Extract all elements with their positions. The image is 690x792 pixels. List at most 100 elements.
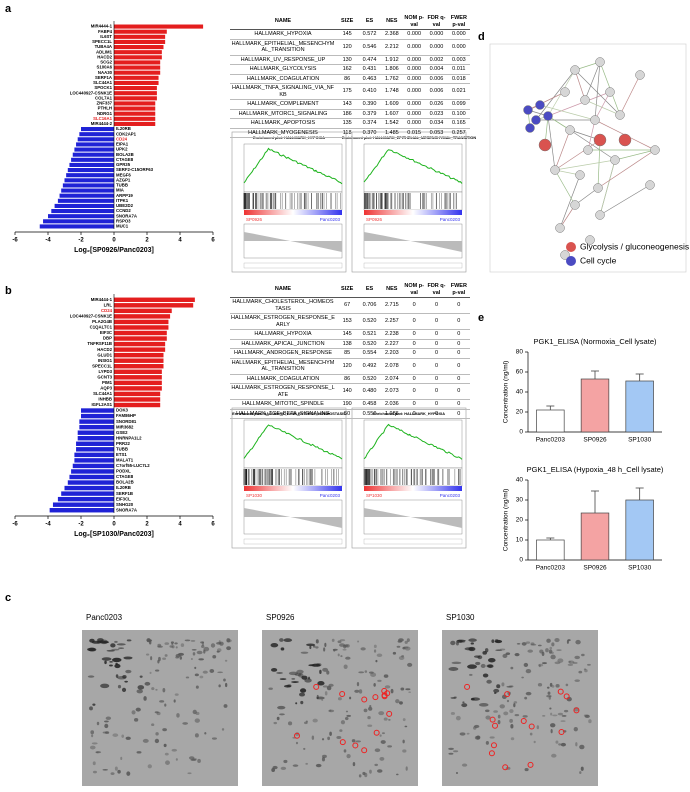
gel-spot bbox=[549, 682, 553, 687]
gel-spot bbox=[154, 738, 160, 744]
spot-marker bbox=[381, 692, 388, 699]
gel-spot bbox=[123, 656, 133, 660]
table-cell: 0.000 bbox=[402, 64, 426, 75]
column-header: FDR q-val bbox=[425, 282, 448, 298]
table-cell: 1.485 bbox=[380, 128, 403, 138]
gel-spot bbox=[283, 759, 288, 764]
gel-spot bbox=[136, 689, 143, 694]
gel-spot bbox=[197, 758, 201, 763]
gel-spot bbox=[474, 735, 480, 740]
gel-spot bbox=[369, 769, 372, 774]
gel-spot bbox=[280, 766, 287, 771]
column-header: FDR q-val bbox=[425, 14, 448, 30]
gene-label: DBP bbox=[103, 336, 112, 341]
gel-spot bbox=[542, 714, 546, 717]
y-tick-label: 60 bbox=[516, 369, 524, 376]
legend-label: Glycolysis / gluconeogenesis bbox=[580, 241, 689, 251]
table-cell: HALLMARK_GLYCOLYSIS bbox=[230, 64, 336, 75]
gel-spot bbox=[501, 682, 505, 687]
bar bbox=[625, 499, 654, 561]
y-tick-label: 20 bbox=[516, 409, 524, 416]
spot-marker bbox=[557, 688, 564, 695]
gel-spot bbox=[326, 670, 330, 675]
legend-marker bbox=[566, 242, 576, 252]
gene-label: PTHLH bbox=[98, 106, 112, 111]
gel-spot bbox=[346, 753, 351, 759]
table-cell: 1.912 bbox=[380, 55, 403, 65]
gel-spot bbox=[374, 748, 381, 753]
gel-spot bbox=[287, 684, 292, 688]
gel-spot bbox=[126, 639, 132, 642]
table-cell: 2.257 bbox=[380, 313, 403, 330]
table-cell: 0.480 bbox=[358, 383, 381, 400]
table-cell: 0.006 bbox=[425, 83, 448, 100]
spot-marker bbox=[352, 742, 359, 749]
bar bbox=[72, 152, 114, 157]
table-cell: 130 bbox=[336, 55, 359, 65]
gel-spot bbox=[496, 684, 501, 689]
bar bbox=[114, 106, 156, 111]
table-cell: 118 bbox=[336, 128, 359, 138]
gel-spot bbox=[329, 731, 332, 736]
table-cell: 145 bbox=[336, 329, 359, 340]
table-cell: HALLMARK_APICAL_JUNCTION bbox=[230, 339, 336, 349]
column-header: NOM p-val bbox=[402, 14, 426, 30]
gel-spot bbox=[363, 708, 368, 713]
enrichment-plot: Enrichment plot: HALLMARK_EPITHELIAL_MES… bbox=[342, 131, 476, 273]
gel-spot bbox=[322, 667, 329, 672]
gel-spot bbox=[343, 664, 348, 669]
network-node bbox=[593, 133, 607, 147]
table-cell: 0.374 bbox=[358, 118, 381, 129]
gel-spot bbox=[560, 742, 566, 747]
gene-label: TUBA4A bbox=[95, 44, 112, 49]
gel-spot bbox=[190, 657, 193, 661]
gene-label: SNORA7A bbox=[116, 507, 137, 512]
gel-spot bbox=[349, 696, 352, 700]
gel-spot bbox=[209, 669, 215, 673]
gel-spot bbox=[144, 681, 151, 686]
bar bbox=[39, 224, 114, 229]
gel-spot bbox=[87, 675, 95, 678]
gel-spot bbox=[579, 771, 582, 774]
gene-label: SNORD81 bbox=[116, 419, 137, 424]
gel-spot bbox=[457, 639, 466, 642]
gel-spot bbox=[157, 643, 162, 647]
legend-label: Cell cycle bbox=[580, 255, 617, 265]
table-cell: 0.550 bbox=[358, 409, 381, 419]
gel-spot bbox=[121, 687, 127, 692]
gel-spot bbox=[390, 688, 394, 694]
table-cell: 175 bbox=[336, 83, 359, 100]
gel-spot bbox=[373, 682, 376, 687]
gel-spot bbox=[563, 709, 569, 713]
gel-spot bbox=[551, 685, 555, 688]
network-node bbox=[523, 105, 533, 115]
x-tick-label: 0 bbox=[112, 522, 116, 528]
gel-spot bbox=[165, 760, 170, 765]
spot-marker bbox=[464, 683, 471, 690]
gel-spot bbox=[303, 747, 306, 750]
gene-label: SPECC1L bbox=[92, 39, 112, 44]
gel-spot bbox=[154, 669, 160, 672]
table-cell: 0.000 bbox=[425, 29, 448, 40]
gel-spot bbox=[146, 639, 153, 642]
gel-spot bbox=[554, 661, 561, 665]
bar bbox=[114, 336, 167, 341]
table-cell: 153 bbox=[336, 313, 359, 330]
spot-marker bbox=[502, 764, 509, 771]
gel-spot bbox=[395, 773, 399, 776]
x-tick-label: Panc0203 bbox=[536, 565, 566, 572]
network-edge bbox=[547, 91, 611, 117]
gel-spot bbox=[190, 639, 196, 642]
hit-frame bbox=[363, 467, 463, 487]
gel-spot bbox=[482, 673, 489, 678]
gel-spot bbox=[583, 668, 587, 671]
gel-spot bbox=[180, 643, 185, 647]
gel bbox=[262, 630, 418, 786]
gene-label: UPK2 bbox=[116, 147, 128, 152]
network-edge bbox=[599, 159, 616, 216]
gel-spot bbox=[91, 742, 98, 745]
gel-spot bbox=[555, 740, 559, 744]
gel-spot bbox=[343, 749, 347, 753]
x-tick-label: SP0926 bbox=[583, 437, 607, 444]
table-cell: 0.000 bbox=[402, 29, 426, 40]
